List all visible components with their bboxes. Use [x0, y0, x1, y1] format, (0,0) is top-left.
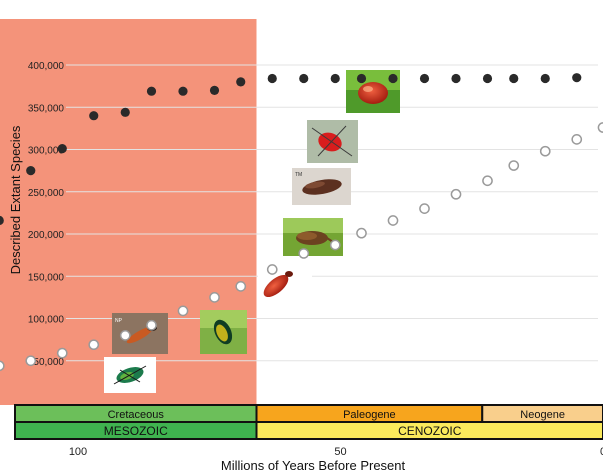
filled-data-point: [330, 73, 340, 84]
red-elongate-beetle-photo: [258, 262, 312, 305]
open-data-point: [25, 355, 37, 367]
y-tick-label: 250,000: [28, 188, 65, 199]
filled-data-point: [451, 73, 461, 84]
filled-data-point: [146, 86, 157, 96]
open-data-point: [597, 122, 603, 133]
filled-data-point: [267, 73, 277, 84]
filled-data-point: [356, 73, 367, 84]
filled-data-point: [26, 166, 36, 176]
open-data-point: [146, 319, 157, 331]
filled-data-point: [0, 215, 4, 226]
period-label: Paleogene: [343, 409, 396, 421]
filled-data-point: [572, 73, 582, 83]
filled-data-point: [540, 73, 550, 84]
open-data-point: [450, 188, 462, 200]
y-axis-label: Described Extant Species: [8, 125, 23, 274]
y-tick-label: 150,000: [28, 272, 65, 283]
y-tick-labels: 50,000 100,000 150,000 200,000 250,000 300,00…: [28, 61, 65, 368]
green-beetle-photo: [200, 310, 247, 354]
filled-data-point: [299, 73, 309, 84]
era-band: [255, 421, 603, 440]
filled-point-series: [0, 73, 582, 226]
open-data-point: [329, 239, 341, 251]
open-data-point: [266, 264, 278, 275]
filled-data-point: [509, 73, 519, 84]
y-tick-label: 50,000: [33, 357, 64, 368]
filled-data-point: [178, 86, 188, 96]
open-data-point: [298, 248, 310, 259]
weevil-photo: [283, 218, 343, 256]
open-data-point: [356, 227, 367, 239]
y-tick-label: 400,000: [28, 61, 65, 72]
period-label: Cretaceous: [108, 409, 165, 421]
open-data-point: [119, 330, 131, 341]
filled-data-point: [209, 85, 220, 95]
open-data-point: [0, 360, 5, 372]
geologic-timescale: TriassicJurassicCretaceousPaleogeneNeoge…: [14, 404, 603, 440]
x-tick-labels: 200150100500: [69, 446, 603, 458]
open-data-point: [508, 160, 520, 171]
period-label: Neogene: [520, 409, 565, 421]
open-data-point: [571, 134, 583, 145]
filled-data-point: [482, 73, 493, 84]
era-label: MESOZOIC: [104, 424, 168, 438]
x-tick-label: 0: [600, 446, 603, 458]
svg-text:NP: NP: [115, 318, 123, 324]
y-tick-label: 300,000: [28, 146, 65, 157]
filled-data-point: [236, 77, 246, 87]
filled-data-point: [57, 144, 67, 154]
svg-text:TM: TM: [295, 172, 302, 178]
open-data-point: [419, 203, 430, 214]
open-point-series: [0, 122, 603, 372]
era-label: CENOZOIC: [398, 424, 462, 438]
x-tick-label: 50: [334, 446, 346, 458]
y-tick-label: 350,000: [28, 103, 65, 114]
filled-data-point: [120, 107, 130, 117]
x-axis-label: Millions of Years Before Present: [221, 458, 406, 473]
open-data-point: [482, 175, 493, 187]
rove-beetle-photo: NP: [112, 313, 168, 354]
open-data-point: [88, 339, 100, 351]
click-beetle-photo: TM: [292, 168, 351, 205]
open-data-point: [177, 305, 189, 317]
filled-data-point: [419, 73, 430, 84]
tiger-beetle-photo: [104, 357, 156, 393]
beetle-photos: NP TM: [104, 70, 400, 393]
red-weevil-photo: [307, 120, 358, 163]
x-tick-label: 100: [69, 446, 87, 458]
y-tick-label: 100,000: [28, 315, 65, 326]
y-tick-label: 200,000: [28, 230, 65, 241]
open-data-point: [209, 292, 220, 303]
open-data-point: [56, 347, 68, 359]
open-data-point: [235, 281, 247, 292]
filled-data-point: [388, 73, 398, 84]
filled-data-point: [89, 111, 99, 121]
open-data-point: [387, 215, 399, 226]
open-data-point: [539, 145, 551, 157]
